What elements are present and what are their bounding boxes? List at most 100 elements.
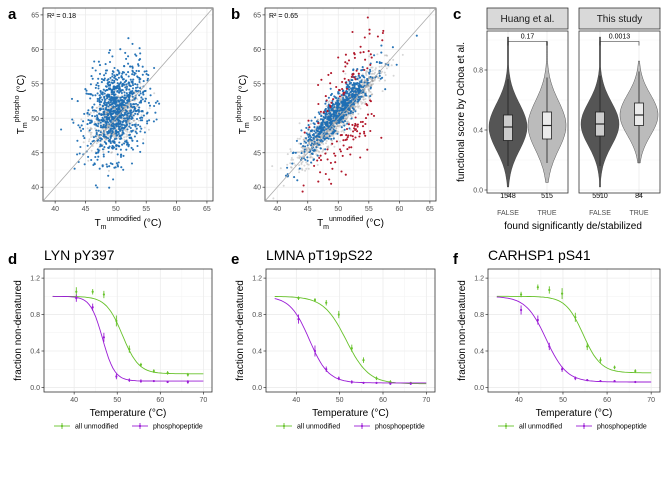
scatter-point-highlight xyxy=(132,114,135,117)
scatter-point-highlight xyxy=(139,87,142,90)
scatter-point-unsignificant xyxy=(137,119,140,122)
scatter-point-highlight xyxy=(324,115,327,118)
scatter-point-highlight xyxy=(111,75,114,78)
scatter-point-highlight xyxy=(103,103,106,106)
scatter-point-highlight xyxy=(123,94,126,97)
scatter-point-highlight xyxy=(133,123,136,126)
scatter-point-highlight xyxy=(101,98,104,101)
scatter-panel-a: 40 45 50 55 60 65 40 45 50 55 60 65 R² = 0.18 Tmunmod… xyxy=(14,7,214,231)
panel-border xyxy=(42,7,214,202)
scatter-point-unsignificant xyxy=(359,107,362,110)
scatter-point-highlight xyxy=(101,164,104,167)
facet-strip xyxy=(486,7,569,30)
scatter-point-highlight xyxy=(117,100,120,103)
scatter-point-unsignificant xyxy=(362,98,365,101)
scatter-point-significant xyxy=(317,122,320,125)
scatter-point-highlight xyxy=(93,60,96,63)
x-tick-label: FALSE xyxy=(589,210,611,217)
scatter-point-highlight xyxy=(318,112,321,116)
scatter-point-highlight xyxy=(79,145,82,149)
scatter-point-significant xyxy=(344,138,347,142)
scatter-point-highlight xyxy=(131,42,134,45)
scatter-point-significant xyxy=(372,114,376,117)
scatter-point-highlight xyxy=(354,82,357,85)
legend-label: all unmodified xyxy=(519,424,562,431)
scatter-point-unsignificant xyxy=(340,98,343,101)
scatter-point-highlight xyxy=(103,133,106,136)
data-point xyxy=(375,377,378,380)
scatter-point-highlight xyxy=(313,130,316,133)
data-point xyxy=(560,292,564,295)
scatter-point-unsignificant xyxy=(347,113,350,116)
scatter-point-highlight xyxy=(154,101,157,104)
scatter-point-unsignificant xyxy=(86,127,89,130)
scatter-point-significant xyxy=(328,178,331,181)
scatter-point-highlight xyxy=(113,127,116,130)
scatter-point-highlight xyxy=(353,103,356,106)
scatter-point-unsignificant xyxy=(319,121,321,124)
scatter-point-highlight xyxy=(329,121,332,124)
data-point xyxy=(115,375,118,378)
scatter-point-unsignificant xyxy=(128,131,131,134)
scatter-point-highlight xyxy=(120,127,124,130)
scatter-point-highlight xyxy=(109,162,112,165)
scatter-point-highlight xyxy=(129,126,132,130)
x-axis-title: Temperature (°C) xyxy=(312,408,389,419)
scatter-point-highlight xyxy=(77,124,80,127)
scatter-point-highlight xyxy=(329,116,332,120)
scatter-point-highlight xyxy=(115,144,118,148)
scatter-point-highlight xyxy=(122,71,126,74)
scatter-point-unsignificant xyxy=(147,128,150,131)
scatter-point-highlight xyxy=(341,120,344,123)
scatter-point-highlight xyxy=(104,126,107,129)
scatter-point-unsignificant xyxy=(326,135,329,138)
scatter-point-significant xyxy=(326,148,329,151)
scatter-point-highlight xyxy=(310,136,313,139)
scatter-point-unsignificant xyxy=(339,140,342,143)
scatter-point-significant xyxy=(366,113,370,116)
scatter-point-highlight xyxy=(332,137,335,140)
scatter-point-unsignificant xyxy=(384,79,386,82)
scatter-point-significant xyxy=(369,99,372,102)
scatter-point-highlight xyxy=(133,73,136,76)
scatter-point-highlight xyxy=(349,81,353,84)
scatter-point-highlight xyxy=(145,70,148,73)
scatter-point-highlight xyxy=(340,101,343,104)
scatter-point-unsignificant xyxy=(343,117,346,120)
scatter-point-highlight xyxy=(145,73,148,76)
scatter-point-highlight xyxy=(352,68,355,71)
scatter-point-unsignificant xyxy=(307,142,310,145)
scatter-point-highlight xyxy=(100,144,103,147)
scatter-point-significant xyxy=(359,156,362,159)
scatter-point-highlight xyxy=(91,94,94,97)
fit-curve-all-unmodified xyxy=(52,295,204,375)
scatter-point-highlight xyxy=(112,110,115,113)
scatter-point-highlight xyxy=(322,119,325,122)
scatter-point-highlight xyxy=(110,127,113,130)
scatter-point-highlight xyxy=(76,153,79,156)
scatter-point-highlight xyxy=(99,121,102,124)
scatter-point-highlight xyxy=(117,161,120,164)
scatter-point-highlight xyxy=(78,152,81,155)
panel-label: c xyxy=(453,6,461,23)
scatter-point-unsignificant xyxy=(322,149,325,152)
scatter-point-significant xyxy=(301,190,304,193)
scatter-point-unsignificant xyxy=(308,141,311,144)
scatter-point-highlight xyxy=(327,96,330,99)
scatter-point-unsignificant xyxy=(345,117,348,120)
scatter-point-unsignificant xyxy=(357,106,360,109)
scatter-point-unsignificant xyxy=(301,147,304,150)
scatter-point-highlight xyxy=(117,76,120,79)
scatter-point-highlight xyxy=(95,133,98,136)
scatter-point-highlight xyxy=(343,124,346,127)
scatter-point-highlight xyxy=(102,88,105,91)
y-tick-label: 1.2 xyxy=(252,276,262,283)
scatter-point-unsignificant xyxy=(96,111,99,114)
scatter-point-highlight xyxy=(348,93,351,97)
scatter-point-highlight xyxy=(123,65,126,68)
scatter-point-highlight xyxy=(338,102,341,106)
scatter-point-highlight xyxy=(118,110,121,113)
scatter-point-highlight xyxy=(332,115,335,118)
scatter-point-highlight xyxy=(103,113,106,116)
scatter-point-highlight xyxy=(104,98,107,101)
